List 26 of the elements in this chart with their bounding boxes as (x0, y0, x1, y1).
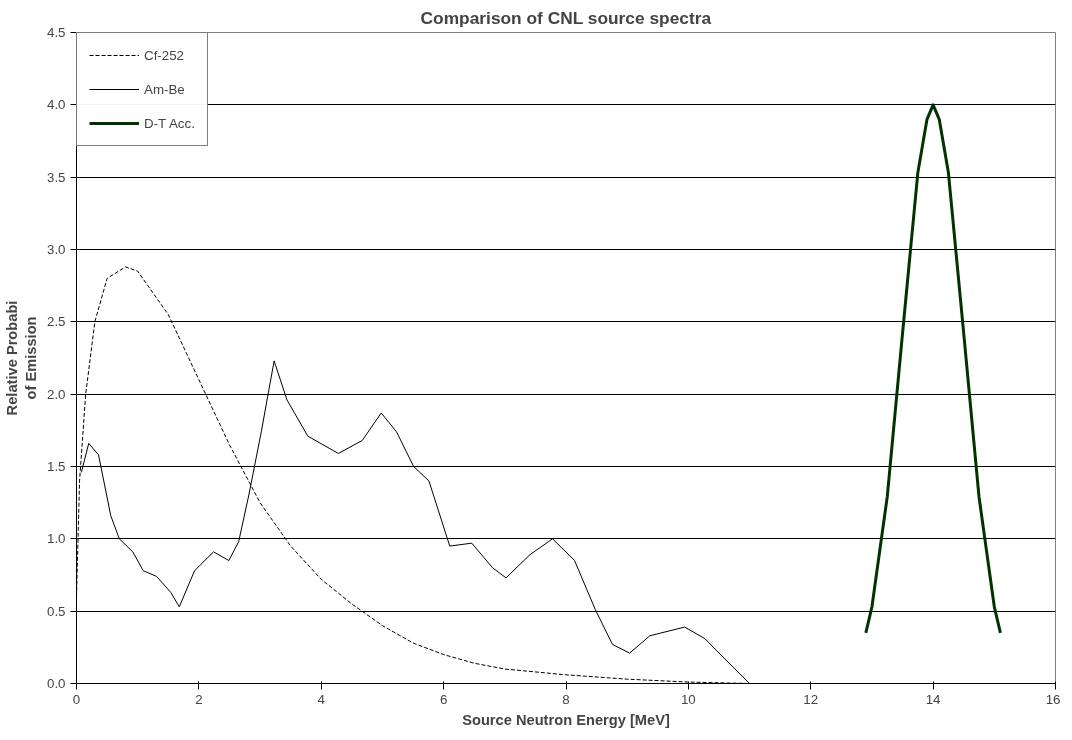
x-tick-label: 2 (195, 691, 203, 707)
legend-label: D-T Acc. (144, 115, 195, 131)
x-tick-label: 8 (562, 691, 570, 707)
y-tick-label: 1.5 (46, 459, 66, 474)
x-tick-label: 16 (1045, 691, 1061, 707)
line-series (864, 103, 1002, 635)
x-tick-label: 0 (72, 691, 81, 707)
y-axis-title: Relative Probabi of Emission (3, 300, 39, 416)
legend-label: Cf-252 (144, 47, 185, 63)
y-tick-label: 2.5 (46, 314, 66, 330)
x-tick-label: 14 (925, 691, 942, 707)
y-tick-label: 2.0 (46, 386, 66, 402)
x-axis-title: Source Neutron Energy [MeV] (462, 711, 670, 728)
x-tick-label: 6 (439, 691, 448, 707)
y-tick-label: 3.0 (46, 242, 66, 257)
legend-label: Am-Be (144, 81, 185, 97)
y-tick-label: 1.0 (46, 531, 66, 547)
y-tick-label: 3.5 (46, 169, 66, 185)
y-tick-label: 4.5 (46, 25, 66, 40)
y-tick-label: 0.0 (46, 676, 66, 691)
x-tick-label: 10 (680, 691, 696, 707)
x-tick-label: 4 (317, 691, 326, 707)
chart-title: Comparison of CNL source spectra (420, 7, 712, 28)
y-tick-label: 0.5 (46, 603, 66, 619)
x-tick-label: 12 (803, 691, 819, 707)
y-tick-label: 4.0 (46, 97, 66, 113)
